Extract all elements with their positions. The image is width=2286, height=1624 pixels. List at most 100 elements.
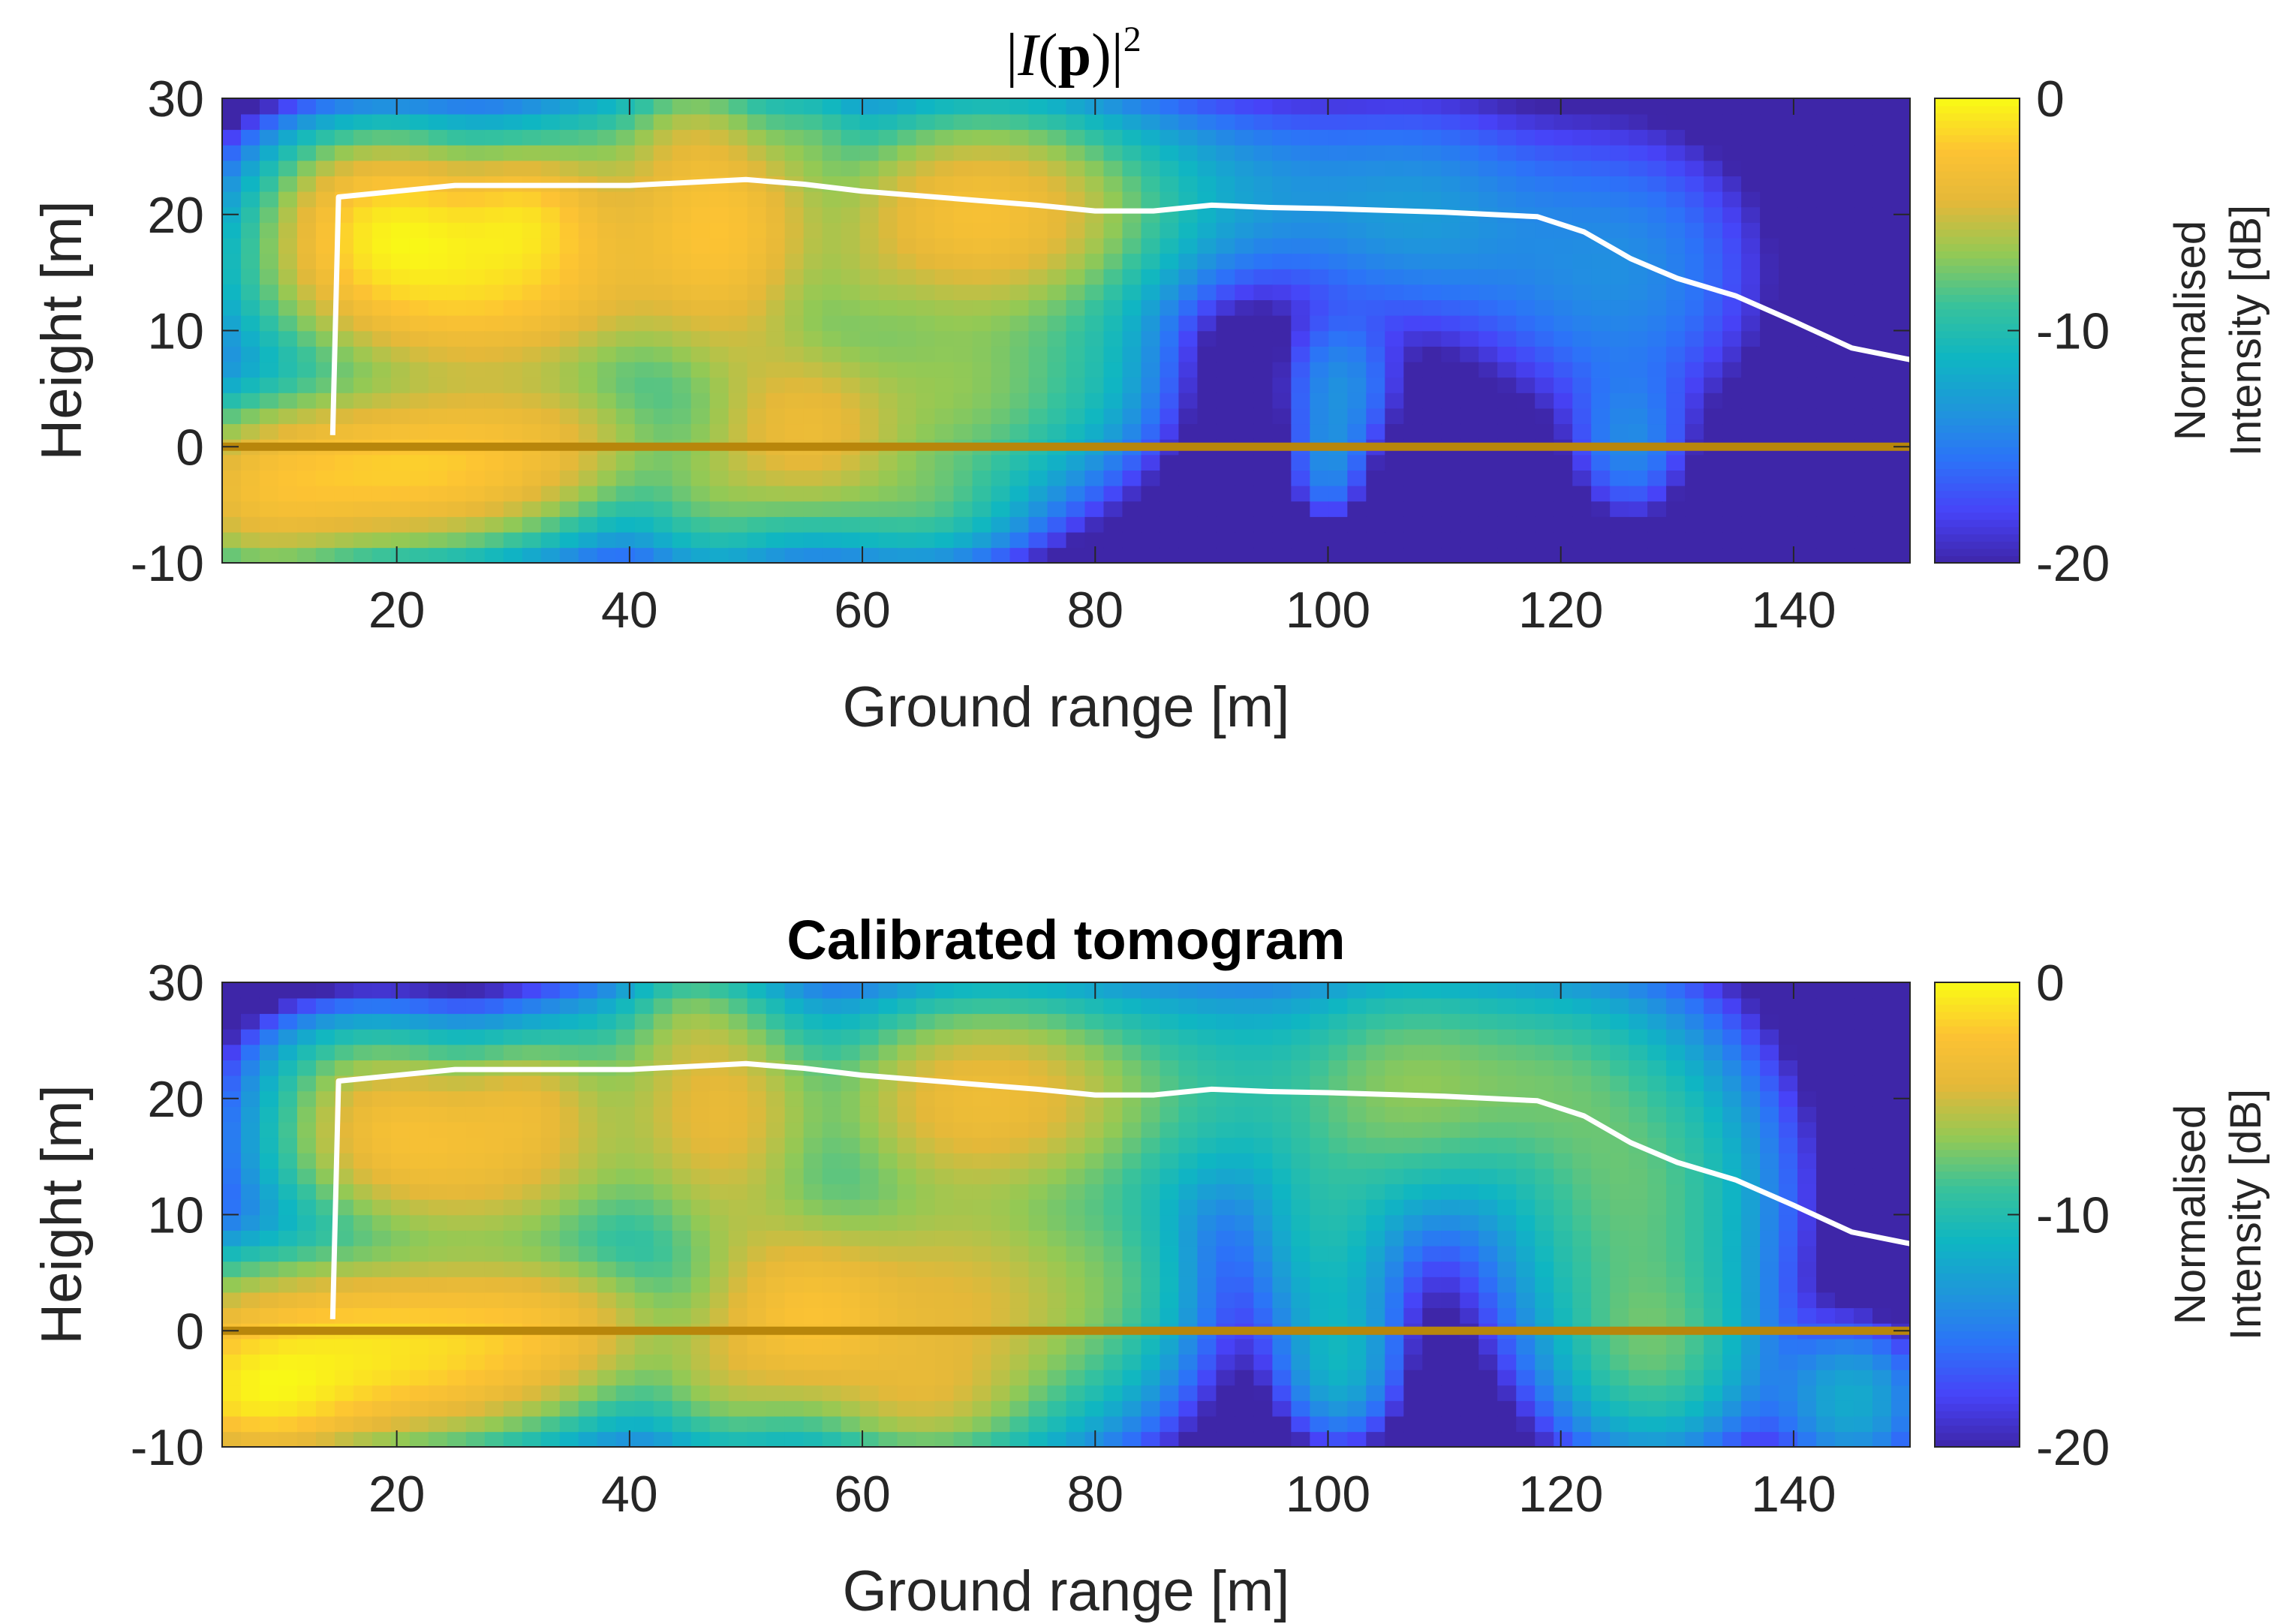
heatmap-cell <box>747 1431 767 1448</box>
heatmap-cell <box>991 1152 1011 1169</box>
heatmap-cell <box>1422 253 1442 269</box>
heatmap-cell <box>465 253 486 269</box>
heatmap-cell <box>1216 1277 1236 1293</box>
heatmap-cell <box>259 1214 279 1231</box>
heatmap-cell <box>278 346 298 362</box>
heatmap-cell <box>859 392 880 409</box>
heatmap-cell <box>1141 1292 1161 1309</box>
heatmap-cell <box>484 1245 504 1262</box>
heatmap-cell <box>803 1198 823 1216</box>
heatmap-cell <box>1403 1431 1424 1448</box>
heatmap-cell <box>859 1013 880 1030</box>
heatmap-cell <box>240 330 260 347</box>
heatmap-cell <box>371 284 392 301</box>
heatmap-cell <box>1235 191 1255 208</box>
heatmap-cell <box>1797 377 1817 393</box>
heatmap-cell <box>784 1354 805 1370</box>
heatmap-cell <box>709 1307 729 1324</box>
heatmap-cell <box>859 206 880 223</box>
heatmap-cell <box>1422 1385 1442 1401</box>
heatmap-cell <box>1497 531 1517 549</box>
heatmap-cell <box>1441 98 1461 115</box>
heatmap-cell <box>1516 423 1536 440</box>
heatmap-cell <box>1835 377 1854 393</box>
heatmap-cell <box>1103 1106 1123 1123</box>
heatmap-cell <box>1516 392 1536 409</box>
heatmap-cell <box>766 1198 786 1216</box>
heatmap-cell <box>1422 1261 1442 1277</box>
heatmap-cell <box>1554 330 1573 347</box>
heatmap-cell <box>315 191 335 208</box>
heatmap-cell <box>484 547 504 564</box>
heatmap-cell <box>615 222 636 239</box>
heatmap-cell <box>1141 129 1161 146</box>
heatmap-cell <box>1478 314 1499 332</box>
heatmap-cell <box>1009 1121 1030 1138</box>
heatmap-cell <box>784 191 805 208</box>
heatmap-cell <box>1347 1121 1367 1138</box>
heatmap-cell <box>803 1307 823 1324</box>
heatmap-cell <box>259 314 279 332</box>
heatmap-cell <box>1253 1060 1274 1076</box>
heatmap-cell <box>1497 516 1517 533</box>
heatmap-cell <box>1253 1090 1274 1107</box>
heatmap-cell <box>1647 346 1667 362</box>
heatmap-cell <box>503 113 523 131</box>
heatmap-cell <box>615 454 636 471</box>
heatmap-cell <box>1347 1168 1367 1185</box>
heatmap-cell <box>1178 1137 1199 1153</box>
heatmap-cell <box>841 1028 861 1045</box>
heatmap-cell <box>1535 314 1555 332</box>
heatmap-cell <box>672 1075 692 1092</box>
heatmap-cell <box>222 1354 242 1370</box>
heatmap-cell <box>1760 470 1779 486</box>
heatmap-cell <box>1141 470 1161 486</box>
heatmap-cell <box>1084 1385 1105 1401</box>
heatmap-cell <box>653 470 673 486</box>
heatmap-cell <box>540 1415 561 1433</box>
heatmap-cell <box>409 516 429 533</box>
heatmap-cell <box>1422 1168 1442 1185</box>
heatmap-cell <box>803 501 823 517</box>
heatmap-cell <box>559 1292 579 1309</box>
heatmap-cell <box>1460 1261 1480 1277</box>
heatmap-cell <box>1385 547 1405 564</box>
heatmap-cell <box>428 1106 448 1123</box>
heatmap-cell <box>1328 1385 1349 1401</box>
heatmap-cell <box>747 191 767 208</box>
heatmap-cell <box>1366 1075 1386 1092</box>
heatmap-cell <box>709 268 729 285</box>
heatmap-cell <box>371 1385 392 1401</box>
heatmap-cell <box>503 1075 523 1092</box>
heatmap-cell <box>371 1152 392 1169</box>
heatmap-cell <box>803 1106 823 1123</box>
heatmap-cell <box>503 98 523 115</box>
heatmap-cell <box>1216 470 1236 486</box>
heatmap-cell <box>1835 176 1854 192</box>
heatmap-cell <box>409 206 429 223</box>
heatmap-cell <box>1216 1431 1236 1448</box>
heatmap-cell <box>1103 1060 1123 1076</box>
heatmap-cell <box>1478 454 1499 471</box>
heatmap-cell <box>1066 1385 1086 1401</box>
heatmap-cell <box>972 346 992 362</box>
heatmap-cell <box>1535 1292 1555 1309</box>
heatmap-cell <box>822 1385 842 1401</box>
heatmap-cell <box>315 1261 335 1277</box>
heatmap-cell <box>709 299 729 316</box>
heatmap-cell <box>1385 1292 1405 1309</box>
heatmap-cell <box>1403 1106 1424 1123</box>
heatmap-cell <box>747 1168 767 1185</box>
heatmap-cell <box>1535 1354 1555 1370</box>
heatmap-cell <box>859 176 880 192</box>
heatmap-cell <box>559 237 579 254</box>
heatmap-cell <box>728 1152 748 1169</box>
heatmap-cell <box>240 1198 260 1216</box>
heatmap-cell <box>1253 346 1274 362</box>
heatmap-cell <box>1497 1137 1517 1153</box>
heatmap-cell <box>1797 284 1817 301</box>
heatmap-cell <box>841 1168 861 1185</box>
heatmap-cell <box>690 547 711 564</box>
heatmap-cell <box>1197 1090 1217 1107</box>
heatmap-cell <box>559 1044 579 1060</box>
